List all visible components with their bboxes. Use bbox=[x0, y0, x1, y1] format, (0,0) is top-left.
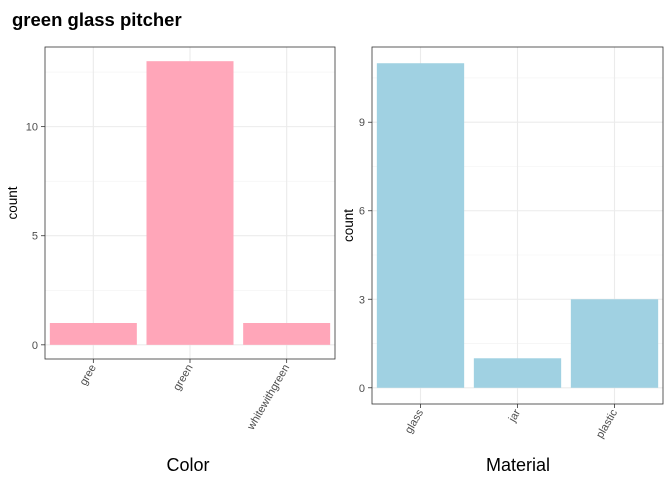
x-tick-label: jar bbox=[506, 407, 523, 425]
x-tick-label: whitewithgreen bbox=[245, 363, 293, 433]
y-tick-label: 0 bbox=[359, 383, 365, 395]
y-axis-title: count bbox=[341, 209, 356, 242]
x-tick-label: gree bbox=[78, 363, 99, 388]
bar-jar bbox=[473, 358, 562, 388]
y-axis-title: count bbox=[5, 186, 20, 219]
bar-plastic bbox=[570, 299, 659, 388]
bar-green bbox=[146, 61, 234, 345]
chart-panel-2: 0 3 6 9 glass jar plastic Material count bbox=[341, 46, 664, 475]
x-axis-title: Color bbox=[166, 455, 209, 475]
bar-whitewithgreen bbox=[243, 323, 331, 345]
y-tick-label: 10 bbox=[26, 122, 38, 134]
x-tick-label: green bbox=[171, 363, 195, 393]
x-tick-label: glass bbox=[403, 407, 426, 436]
y-tick-label: 6 bbox=[359, 206, 365, 218]
x-axis-title: Material bbox=[486, 455, 550, 475]
y-tick-label: 3 bbox=[359, 294, 365, 306]
y-tick-label: 0 bbox=[32, 340, 38, 352]
bar-glass bbox=[376, 63, 465, 388]
y-tick-label: 5 bbox=[32, 231, 38, 243]
x-tick-label: plastic bbox=[594, 407, 620, 440]
bar-gree bbox=[49, 323, 137, 345]
y-tick-label: 9 bbox=[359, 117, 365, 129]
page-title: green glass pitcher bbox=[12, 9, 182, 30]
chart-panel-1: 0 5 10 gree green whitewithgreen Color count bbox=[5, 46, 336, 475]
